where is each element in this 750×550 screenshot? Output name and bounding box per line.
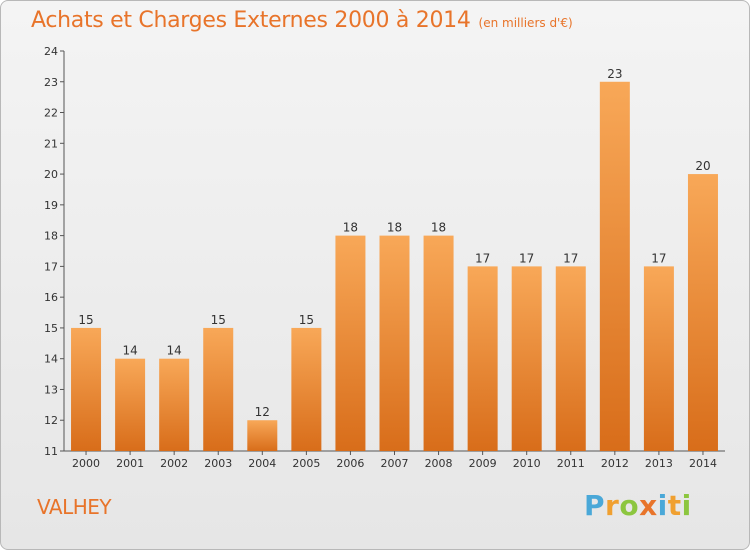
bar xyxy=(511,266,542,451)
data-label: 14 xyxy=(167,344,182,358)
bar xyxy=(687,174,718,452)
chart-subtitle: (en milliers d'€) xyxy=(478,16,573,30)
data-label: 15 xyxy=(78,313,93,327)
bar xyxy=(71,327,102,451)
data-label: 12 xyxy=(255,405,270,419)
x-tick-label: 2004 xyxy=(248,457,276,470)
x-tick-label: 2013 xyxy=(645,457,673,470)
chart-title: Achats et Charges Externes 2000 à 2014 (e… xyxy=(31,8,573,33)
x-tick-label: 2000 xyxy=(72,457,100,470)
bar xyxy=(335,235,366,451)
y-tick-label: 14 xyxy=(44,353,58,366)
y-tick-label: 22 xyxy=(44,107,58,120)
data-label: 18 xyxy=(387,221,402,235)
x-tick-label: 2001 xyxy=(116,457,144,470)
data-label: 17 xyxy=(475,251,490,265)
x-tick-label: 2010 xyxy=(513,457,541,470)
bar xyxy=(599,81,630,452)
proxiti-logo: Proxiti xyxy=(584,489,692,522)
x-tick-label: 2006 xyxy=(336,457,364,470)
y-tick-label: 18 xyxy=(44,230,58,243)
bar xyxy=(555,266,586,451)
x-tick-label: 2011 xyxy=(557,457,585,470)
x-tick-label: 2003 xyxy=(204,457,232,470)
y-tick-label: 23 xyxy=(44,76,58,89)
bar xyxy=(379,235,410,451)
x-tick-label: 2007 xyxy=(381,457,409,470)
y-tick-label: 12 xyxy=(44,414,58,427)
x-tick-label: 2002 xyxy=(160,457,188,470)
x-tick-label: 2012 xyxy=(601,457,629,470)
y-tick-label: 21 xyxy=(44,137,58,150)
x-tick-label: 2008 xyxy=(425,457,453,470)
y-tick-label: 13 xyxy=(44,383,58,396)
title-text: Achats et Charges Externes 2000 à 2014 xyxy=(31,8,471,33)
x-tick-label: 2014 xyxy=(689,457,717,470)
data-label: 20 xyxy=(695,159,710,173)
y-tick-label: 11 xyxy=(44,445,58,458)
data-label: 17 xyxy=(563,251,578,265)
bar xyxy=(115,358,146,451)
x-tick-label: 2005 xyxy=(292,457,320,470)
y-tick-label: 20 xyxy=(44,168,58,181)
commune-name: VALHEY xyxy=(37,495,112,519)
data-label: 14 xyxy=(122,344,137,358)
y-tick-label: 19 xyxy=(44,199,58,212)
bar xyxy=(423,235,454,451)
y-tick-label: 17 xyxy=(44,260,58,273)
data-label: 18 xyxy=(343,221,358,235)
data-label: 23 xyxy=(607,67,622,81)
bar xyxy=(467,266,498,451)
data-label: 18 xyxy=(431,221,446,235)
y-tick-label: 15 xyxy=(44,322,58,335)
data-label: 17 xyxy=(519,251,534,265)
x-tick-label: 2009 xyxy=(469,457,497,470)
bar xyxy=(203,327,234,451)
bar xyxy=(291,327,322,451)
y-tick-label: 16 xyxy=(44,291,58,304)
data-label: 15 xyxy=(299,313,314,327)
data-label: 15 xyxy=(211,313,226,327)
bar xyxy=(159,358,190,451)
bar xyxy=(247,420,278,451)
data-label: 17 xyxy=(651,251,666,265)
y-tick-label: 24 xyxy=(44,45,58,58)
bar xyxy=(643,266,674,451)
